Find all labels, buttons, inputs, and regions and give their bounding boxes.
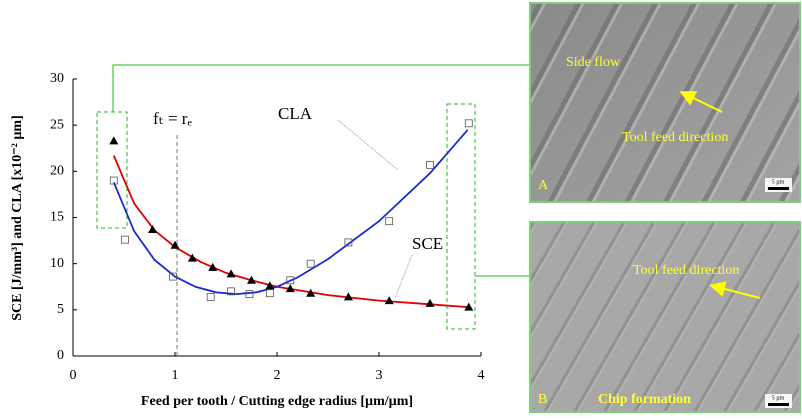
- point: [109, 136, 118, 144]
- point: [386, 218, 393, 225]
- point: [385, 296, 394, 304]
- leader-line: [395, 255, 412, 298]
- scale-bar-label: 5 µm: [772, 179, 785, 185]
- point: [266, 290, 273, 297]
- image-label: Tool feed direction: [622, 130, 728, 145]
- x-tick-label: 1: [172, 368, 179, 383]
- y-tick-label: 0: [57, 348, 64, 363]
- point: [122, 236, 129, 243]
- y-tick-label: 15: [50, 210, 64, 225]
- leader-line: [338, 120, 398, 170]
- y-tick-label: 30: [50, 71, 64, 86]
- y-tick-label: 5: [57, 302, 64, 317]
- x-tick-label: 0: [70, 368, 77, 383]
- scale-bar-label: 5 µm: [772, 395, 785, 401]
- point: [208, 263, 217, 271]
- fit-curve: [114, 156, 468, 308]
- y-axis-label: SCE [J/mm³] and CLA [x10⁻² µm]: [10, 115, 25, 320]
- x-tick-label: 3: [376, 368, 383, 383]
- image-label: Side flow: [566, 55, 621, 70]
- image-letter: A: [538, 178, 549, 193]
- point: [207, 293, 214, 300]
- point: [246, 291, 253, 298]
- series-label: SCE: [412, 234, 443, 253]
- y-tick-label: 10: [50, 256, 64, 271]
- figure: Feed per tooth / Cutting edge radius [µm…: [0, 0, 802, 414]
- series-label: CLA: [278, 104, 313, 123]
- point: [426, 299, 435, 307]
- y-tick-label: 25: [50, 117, 64, 132]
- highlight-box: [97, 112, 127, 228]
- image-letter: B: [538, 392, 547, 407]
- image-label: Tool feed direction: [633, 263, 739, 278]
- x-tick-label: 4: [478, 368, 485, 383]
- connector: [113, 65, 530, 112]
- point: [427, 161, 434, 168]
- point: [148, 225, 157, 233]
- annotation: fₜ = rₑ: [153, 109, 192, 128]
- x-axis-label: Feed per tooth / Cutting edge radius [µm…: [141, 394, 413, 409]
- point: [307, 260, 314, 267]
- x-tick-label: 2: [274, 368, 281, 383]
- image-label: Chip formation: [598, 392, 691, 407]
- fit-curve: [114, 130, 468, 294]
- point: [465, 120, 472, 127]
- sem-image: [530, 222, 800, 412]
- y-tick-label: 20: [50, 164, 64, 179]
- sem-image: [530, 3, 800, 202]
